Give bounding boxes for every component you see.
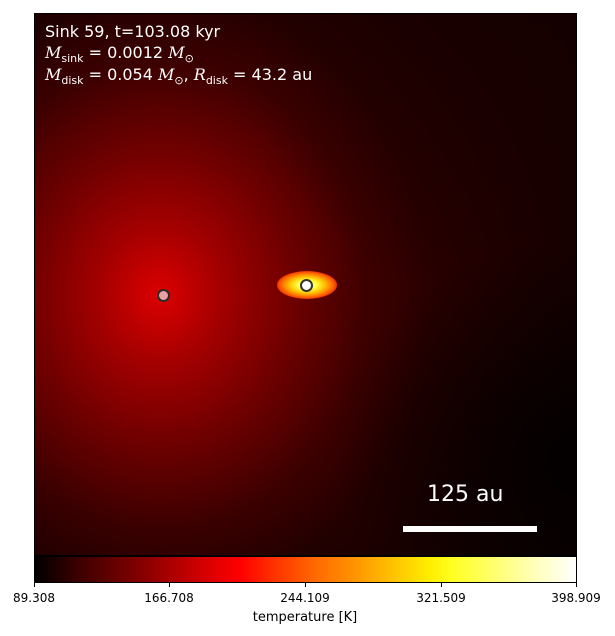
colorbar-tick (576, 583, 577, 587)
colorbar (34, 556, 577, 583)
colorbar-tick (305, 583, 306, 587)
colorbar-tick (34, 583, 35, 587)
sink-particle-right (300, 279, 313, 292)
msun-subscript-2: ⊙ (174, 74, 184, 88)
msun-subscript: ⊙ (184, 52, 194, 66)
colorbar-tick (169, 583, 170, 587)
plot-title: Sink 59, t=103.08 kyr (45, 22, 221, 41)
colorbar-tick-label: 166.708 (144, 591, 194, 605)
mdisk-value: = 0.054 (83, 65, 158, 84)
msink-subscript: sink (61, 52, 84, 66)
colorbar-tick-label: 89.308 (13, 591, 55, 605)
mdisk-symbol: M (45, 65, 62, 84)
temperature-map: Sink 59, t=103.08 kyr Msink = 0.0012 M⊙ … (34, 13, 577, 556)
sink-mass-label: Msink = 0.0012 M⊙ (45, 43, 194, 65)
mdisk-subscript: disk (61, 74, 84, 88)
sink-particle-left (157, 289, 170, 302)
colorbar-tick-label: 244.109 (280, 591, 330, 605)
colorbar-tick-label: 398.909 (551, 591, 601, 605)
colorbar-tick-label: 321.509 (416, 591, 466, 605)
scalebar-label: 125 au (427, 482, 504, 507)
disk-properties-label: Mdisk = 0.054 M⊙, Rdisk = 43.2 au (45, 65, 312, 87)
msun-symbol-2: M (158, 65, 175, 84)
colorbar-label: temperature [K] (252, 610, 358, 625)
msink-value: = 0.0012 (83, 43, 169, 62)
scalebar-line (403, 526, 537, 532)
msink-symbol: M (45, 43, 62, 62)
rdisk-subscript: disk (205, 74, 228, 88)
separator: , (183, 65, 194, 84)
rdisk-value: = 43.2 au (227, 65, 313, 84)
rdisk-symbol: R (193, 65, 206, 84)
msun-symbol: M (168, 43, 185, 62)
colorbar-tick (441, 583, 442, 587)
